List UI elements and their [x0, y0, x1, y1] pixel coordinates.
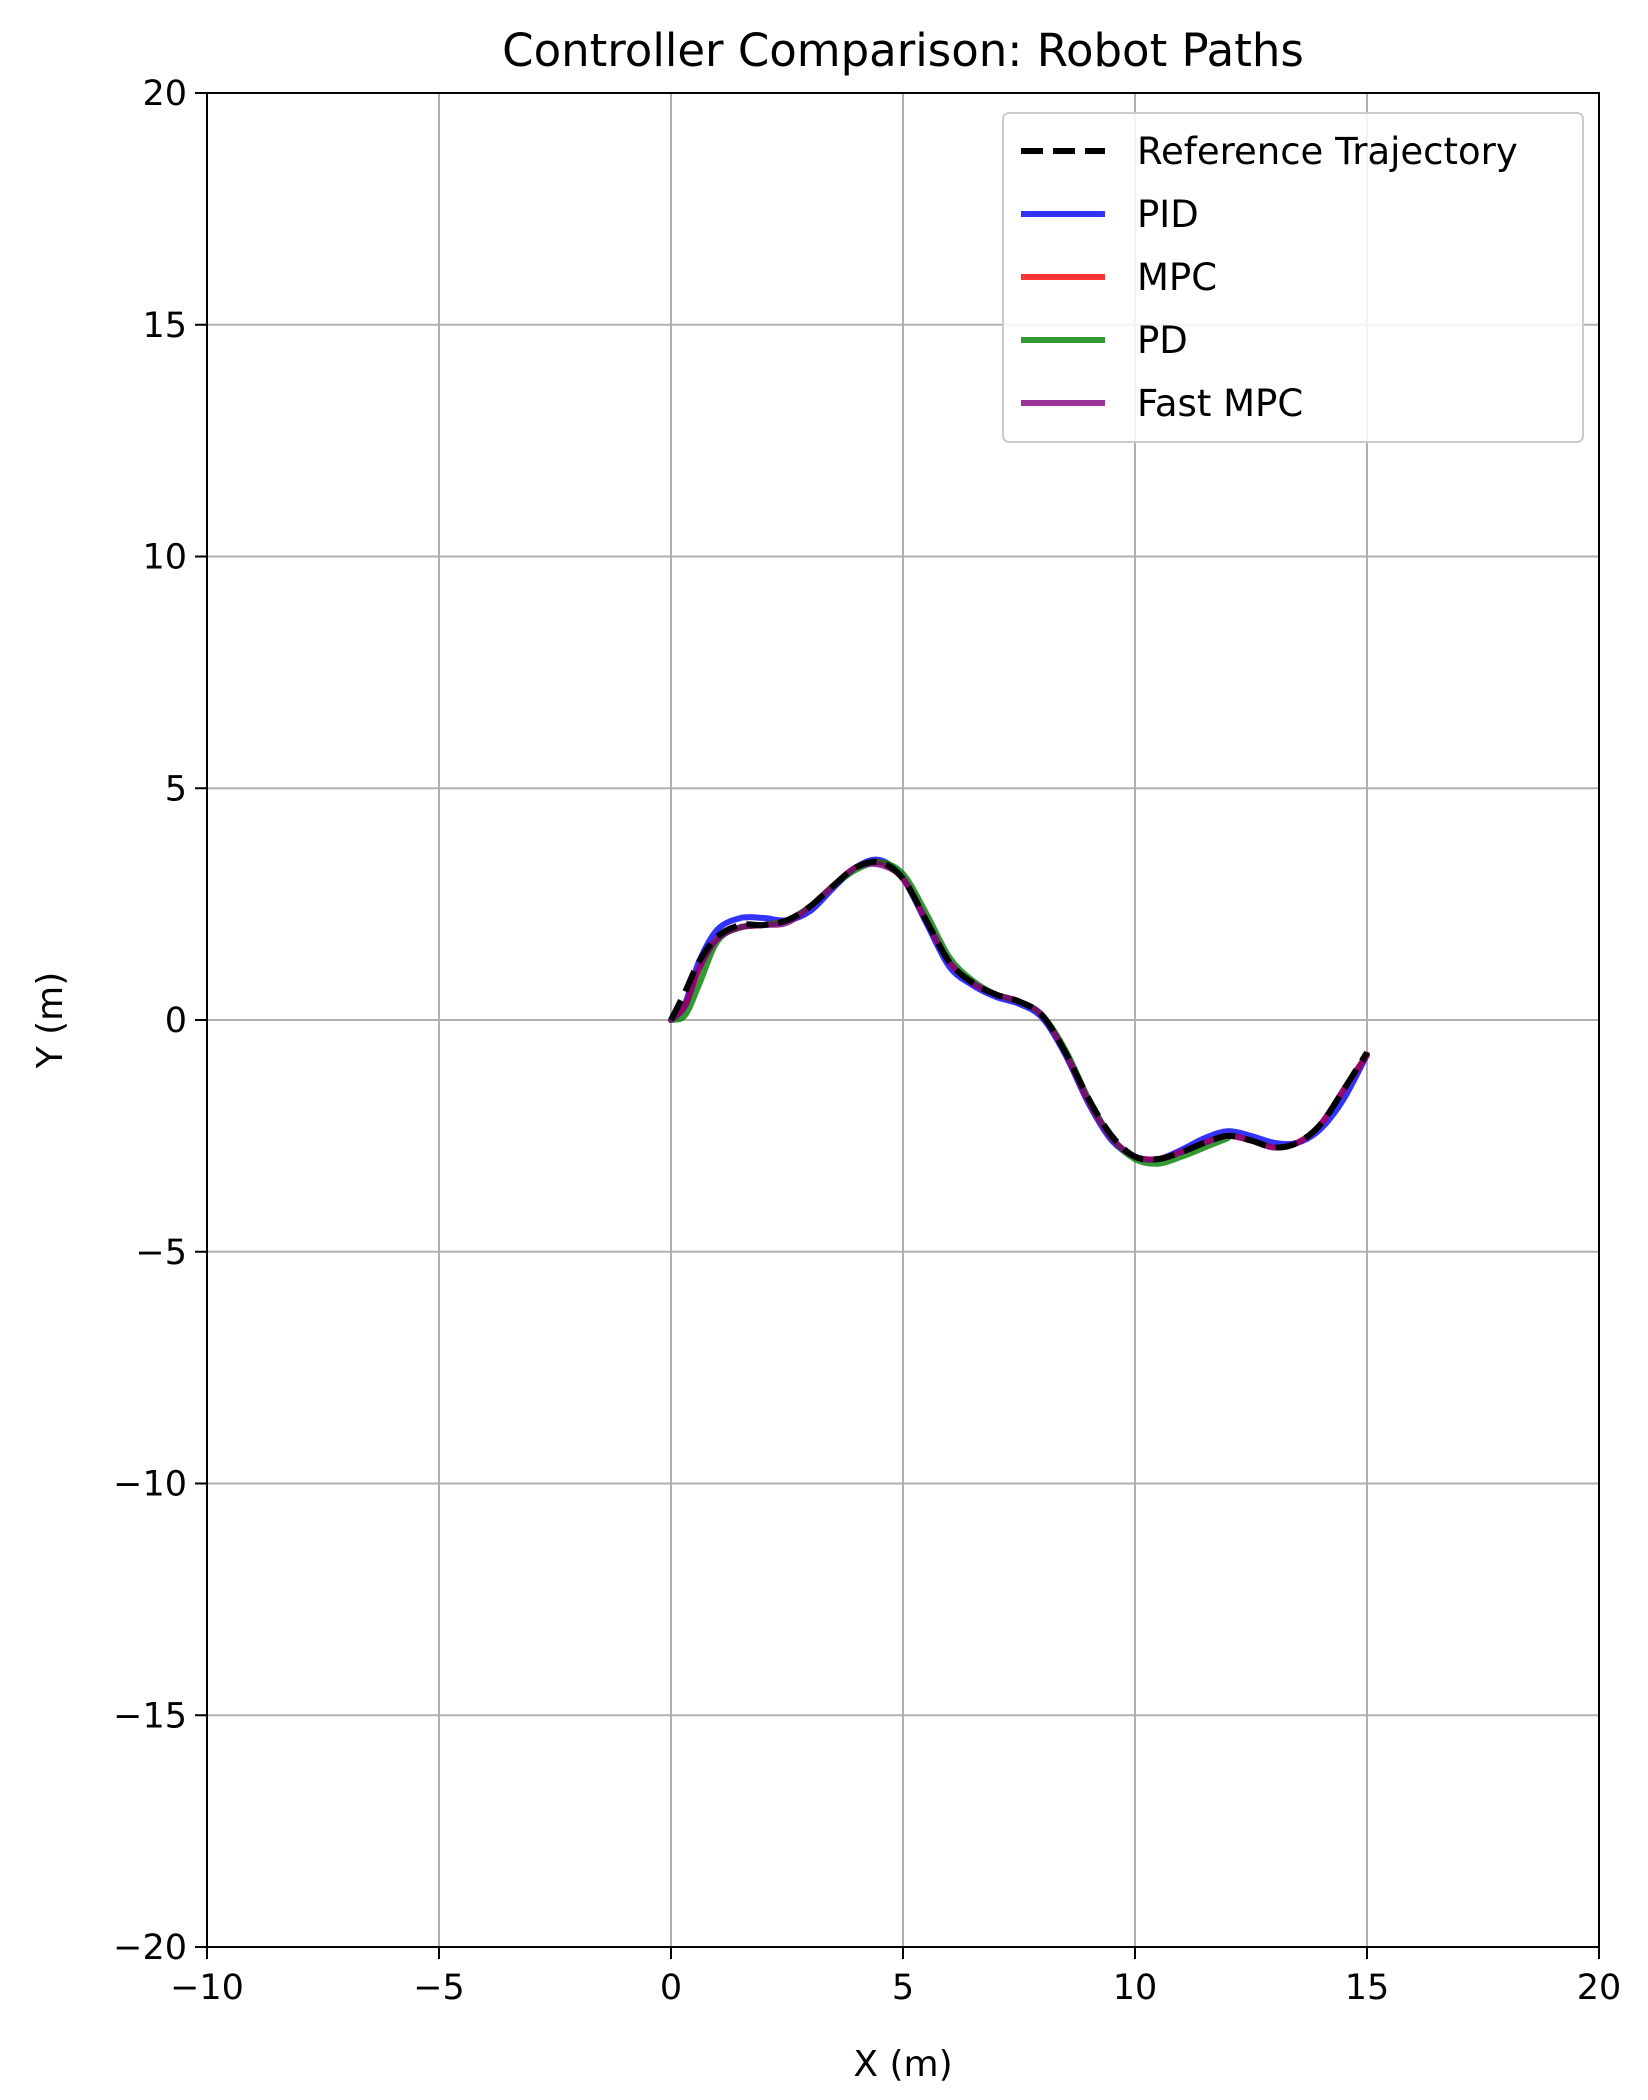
axis-ticks: −10 −5 0 5 10 15 20 −20 −15 −10 −5 0 5 10 15 20: [113, 74, 1621, 2008]
x-tick-label: −10: [170, 1968, 244, 2008]
x-tick-label: 15: [1345, 1968, 1390, 2008]
y-tick-label: −15: [113, 1696, 187, 1736]
x-tick-label: −5: [413, 1968, 465, 2008]
legend-box: [1002, 112, 1584, 443]
y-tick-label: 10: [142, 538, 187, 578]
y-tick-label: 0: [165, 1001, 187, 1041]
series-line-reference-trajectory: [668, 858, 1370, 1163]
y-tick-label: 5: [165, 769, 187, 809]
y-axis-label: Y (m): [30, 972, 71, 1070]
y-tick-label: 15: [142, 306, 187, 346]
legend-label-pd: PD: [1137, 319, 1188, 362]
y-tick-label: −10: [113, 1465, 187, 1505]
x-tick-label: 5: [892, 1968, 914, 2008]
legend-label-reference-trajectory: Reference Trajectory: [1137, 130, 1518, 173]
plot-series: [668, 856, 1370, 1167]
y-tick-label: −20: [113, 1928, 187, 1968]
chart-title: Controller Comparison: Robot Paths: [502, 24, 1304, 77]
y-tick-label: −5: [135, 1233, 187, 1273]
legend: Reference Trajectory PID MPC PD Fast MPC: [1002, 112, 1584, 443]
x-tick-label: 10: [1113, 1968, 1158, 2008]
legend-label-mpc: MPC: [1137, 256, 1217, 299]
y-tick-label: 20: [142, 74, 187, 114]
legend-label-pid: PID: [1137, 193, 1199, 236]
x-tick-label: 0: [660, 1968, 682, 2008]
x-tick-label: 20: [1577, 1968, 1622, 2008]
legend-label-fast-mpc: Fast MPC: [1137, 382, 1303, 425]
x-axis-label: X (m): [853, 2044, 952, 2085]
